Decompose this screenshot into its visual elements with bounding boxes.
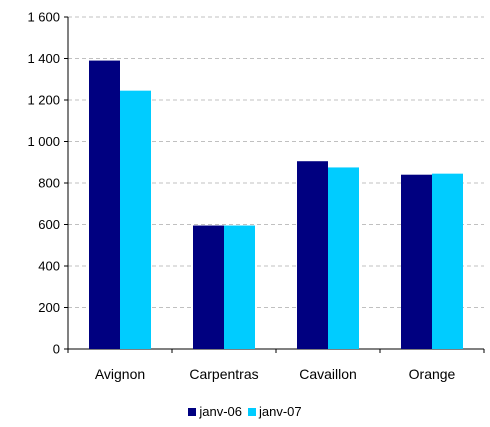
- legend-label-series-1: janv-06: [199, 404, 242, 419]
- x-tick-label: Orange: [409, 366, 456, 382]
- legend: janv-06 janv-07: [0, 404, 490, 419]
- legend-item-series-2: janv-07: [248, 404, 302, 419]
- y-tick-label: 0: [53, 342, 60, 357]
- x-tick-label: Carpentras: [189, 366, 258, 382]
- y-tick-label: 1 600: [27, 10, 60, 25]
- y-tick-label: 600: [38, 217, 60, 232]
- bar-1-cavaillon: [297, 161, 328, 349]
- legend-swatch-series-1: [188, 407, 197, 416]
- y-tick-label: 400: [38, 259, 60, 274]
- bar-chart-plot: 0 200 400 600 800 1 000 1 200 1 400 1 600 Avignon…: [27, 10, 485, 382]
- bar-2-orange: [432, 173, 463, 349]
- legend-item-series-1: janv-06: [188, 404, 242, 419]
- bar-1-avignon: [89, 60, 120, 349]
- y-tick-label: 1 400: [27, 51, 60, 66]
- x-tick-label: Cavaillon: [299, 366, 357, 382]
- bar-1-orange: [401, 174, 432, 349]
- y-tick-label: 1 000: [27, 134, 60, 149]
- bar-2-cavaillon: [328, 167, 359, 349]
- y-tick-label: 1 200: [27, 93, 60, 108]
- bar-2-carpentras: [224, 225, 255, 349]
- x-tick-label: Avignon: [95, 366, 145, 382]
- bar-1-carpentras: [193, 225, 224, 349]
- y-tick-label: 800: [38, 176, 60, 191]
- legend-label-series-2: janv-07: [259, 404, 302, 419]
- legend-swatch-series-2: [248, 407, 256, 416]
- bar-2-avignon: [120, 90, 151, 349]
- y-tick-label: 200: [38, 300, 60, 315]
